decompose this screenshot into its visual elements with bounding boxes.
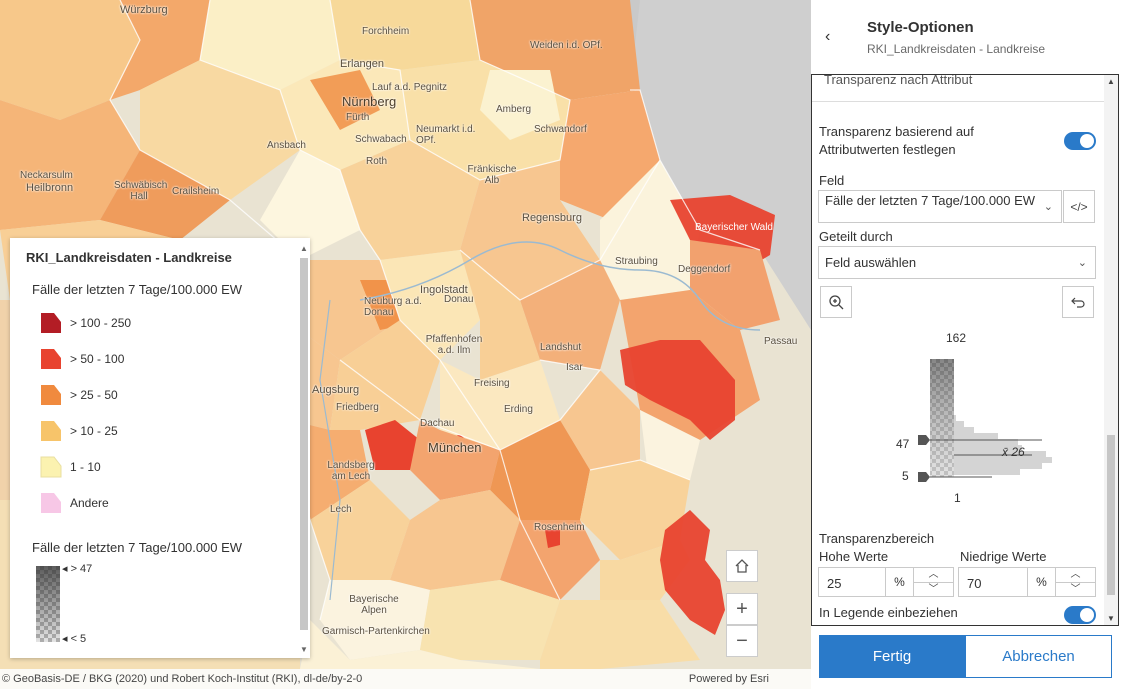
zoom-in-button[interactable]: + (726, 593, 758, 625)
done-button[interactable]: Fertig (819, 635, 965, 678)
histogram-upper-value: 47 (896, 437, 910, 451)
chevron-down-icon: ⌄ (1077, 257, 1087, 269)
legend-swatch (41, 349, 61, 369)
transparency-toggle[interactable] (1064, 132, 1096, 150)
low-values-label: Niedrige Werte (960, 549, 1047, 564)
field-select[interactable]: Fälle der letzten 7 Tage/100.000 EW ⌄ (818, 190, 1062, 223)
high-percent-unit: % (885, 568, 913, 596)
lower-handle-icon[interactable] (918, 472, 930, 482)
high-value-input[interactable]: 25 % ︿ ﹀ (818, 567, 954, 597)
divided-by-placeholder: Feld auswählen (825, 255, 917, 270)
transparency-toggle-label: Transparenz basierend auf Attributwerten… (819, 124, 974, 157)
reset-button[interactable] (1062, 286, 1094, 318)
home-button[interactable] (726, 550, 758, 582)
high-value: 25 (827, 576, 842, 591)
histogram-ramp-fade (930, 359, 954, 477)
legend-swatch (41, 421, 61, 441)
section-header: Transparenz nach Attribut (824, 74, 973, 87)
expression-button[interactable]: </> (1063, 190, 1095, 223)
legend-class-item: > 50 - 100 (40, 348, 124, 370)
panel-title: Style-Optionen (867, 19, 974, 36)
legend-class-item: 1 - 10 (40, 456, 101, 478)
histogram-mean: x̄ 26 (1002, 445, 1025, 459)
panel-subtitle: RKI_Landkreisdaten - Landkreise (867, 42, 1046, 56)
legend-swatch (40, 456, 62, 478)
transparency-range-label: Transparenzbereich (819, 531, 935, 546)
field-select-value: Fälle der letzten 7 Tage/100.000 EW (825, 193, 1036, 208)
low-value-stepper[interactable]: ︿ ﹀ (1055, 568, 1095, 596)
legend-class-label: 1 - 10 (70, 460, 101, 474)
high-values-label: Hohe Werte (819, 549, 889, 564)
legend-class-item: Andere (40, 492, 109, 514)
low-percent-unit: % (1027, 568, 1055, 596)
home-icon (735, 559, 749, 573)
legend-class-item: > 100 - 250 (40, 312, 131, 334)
zoom-in-icon (829, 295, 844, 310)
legend-class-label: Andere (70, 496, 109, 510)
undo-icon (1071, 297, 1085, 308)
legend-class-label: > 25 - 50 (70, 388, 118, 402)
section-divider (812, 101, 1104, 102)
legend-transparency-title: Fälle der letzten 7 Tage/100.000 EW (32, 540, 243, 555)
legend-class-item: > 25 - 50 (40, 384, 118, 406)
powered-by-esri[interactable]: Powered by Esri (688, 673, 769, 685)
chevron-down-icon: ⌄ (1043, 201, 1053, 213)
histogram[interactable] (892, 355, 1052, 485)
legend-panel: RKI_Landkreisdaten - Landkreise Fälle de… (10, 238, 310, 658)
scroll-down-icon[interactable]: ▼ (300, 645, 308, 654)
cancel-button[interactable]: Abbrechen (965, 635, 1112, 678)
scroll-up-icon[interactable]: ▲ (300, 244, 308, 253)
scroll-thumb[interactable] (1107, 435, 1115, 595)
legend-field-title: Fälle der letzten 7 Tage/100.000 EW (32, 282, 243, 297)
style-options-panel: ‹ Style-Optionen RKI_Landkreisdaten - La… (811, 0, 1121, 689)
legend-swatch (41, 493, 61, 513)
scroll-thumb[interactable] (300, 258, 308, 630)
legend-swatch (41, 385, 61, 405)
increment-icon[interactable]: ︿ (1070, 569, 1081, 580)
histogram-min: 1 (954, 491, 961, 505)
legend-class-label: > 50 - 100 (70, 352, 125, 366)
legend-class-item: > 10 - 25 (40, 420, 118, 442)
histogram-lower-value: 5 (902, 469, 909, 483)
legend-layer-title: RKI_Landkreisdaten - Landkreise (26, 250, 232, 265)
panel-scrollbar[interactable]: ▲ ▼ (1104, 75, 1118, 625)
histogram-max: 162 (946, 331, 967, 345)
attribution-text: © GeoBasis-DE / BKG (2020) und Robert Ko… (2, 673, 363, 685)
legend-class-label: > 100 - 250 (70, 316, 132, 330)
transparency-high-label: ◂ > 47 (62, 563, 93, 575)
legend-swatch (41, 313, 61, 333)
legend-class-label: > 10 - 25 (70, 424, 118, 438)
scroll-down-icon[interactable]: ▼ (1107, 614, 1115, 623)
map-view[interactable]: Würzburg Forchheim Erlangen Lauf a.d. Pe… (0, 0, 811, 689)
code-icon: </> (1070, 199, 1088, 214)
histogram-bars (950, 415, 1052, 475)
decrement-icon[interactable]: ﹀ (1056, 582, 1095, 596)
divided-by-select[interactable]: Feld auswählen ⌄ (818, 246, 1096, 279)
upper-handle-icon[interactable] (918, 435, 930, 445)
transparency-low-label: ◂ < 5 (62, 633, 87, 645)
divided-by-label: Geteilt durch (819, 229, 893, 244)
map-attribution: © GeoBasis-DE / BKG (2020) und Robert Ko… (0, 669, 811, 689)
field-label: Feld (819, 173, 845, 188)
high-value-stepper[interactable]: ︿ ﹀ (913, 568, 953, 596)
include-in-legend-toggle[interactable] (1064, 606, 1096, 624)
scroll-up-icon[interactable]: ▲ (1107, 77, 1115, 86)
increment-icon[interactable]: ︿ (928, 569, 939, 580)
transparency-gradient (36, 566, 60, 642)
back-chevron-icon[interactable]: ‹ (825, 28, 831, 45)
include-in-legend-label: In Legende einbeziehen (819, 605, 958, 620)
decrement-icon[interactable]: ﹀ (914, 582, 953, 596)
zoom-histogram-button[interactable] (820, 286, 852, 318)
panel-content: Transparenz nach Attribut Transparenz ba… (811, 74, 1119, 626)
low-value-input[interactable]: 70 % ︿ ﹀ (958, 567, 1096, 597)
legend-scrollbar[interactable]: ▲ ▼ (298, 244, 308, 654)
zoom-out-button[interactable]: − (726, 625, 758, 657)
low-value: 70 (967, 576, 982, 591)
